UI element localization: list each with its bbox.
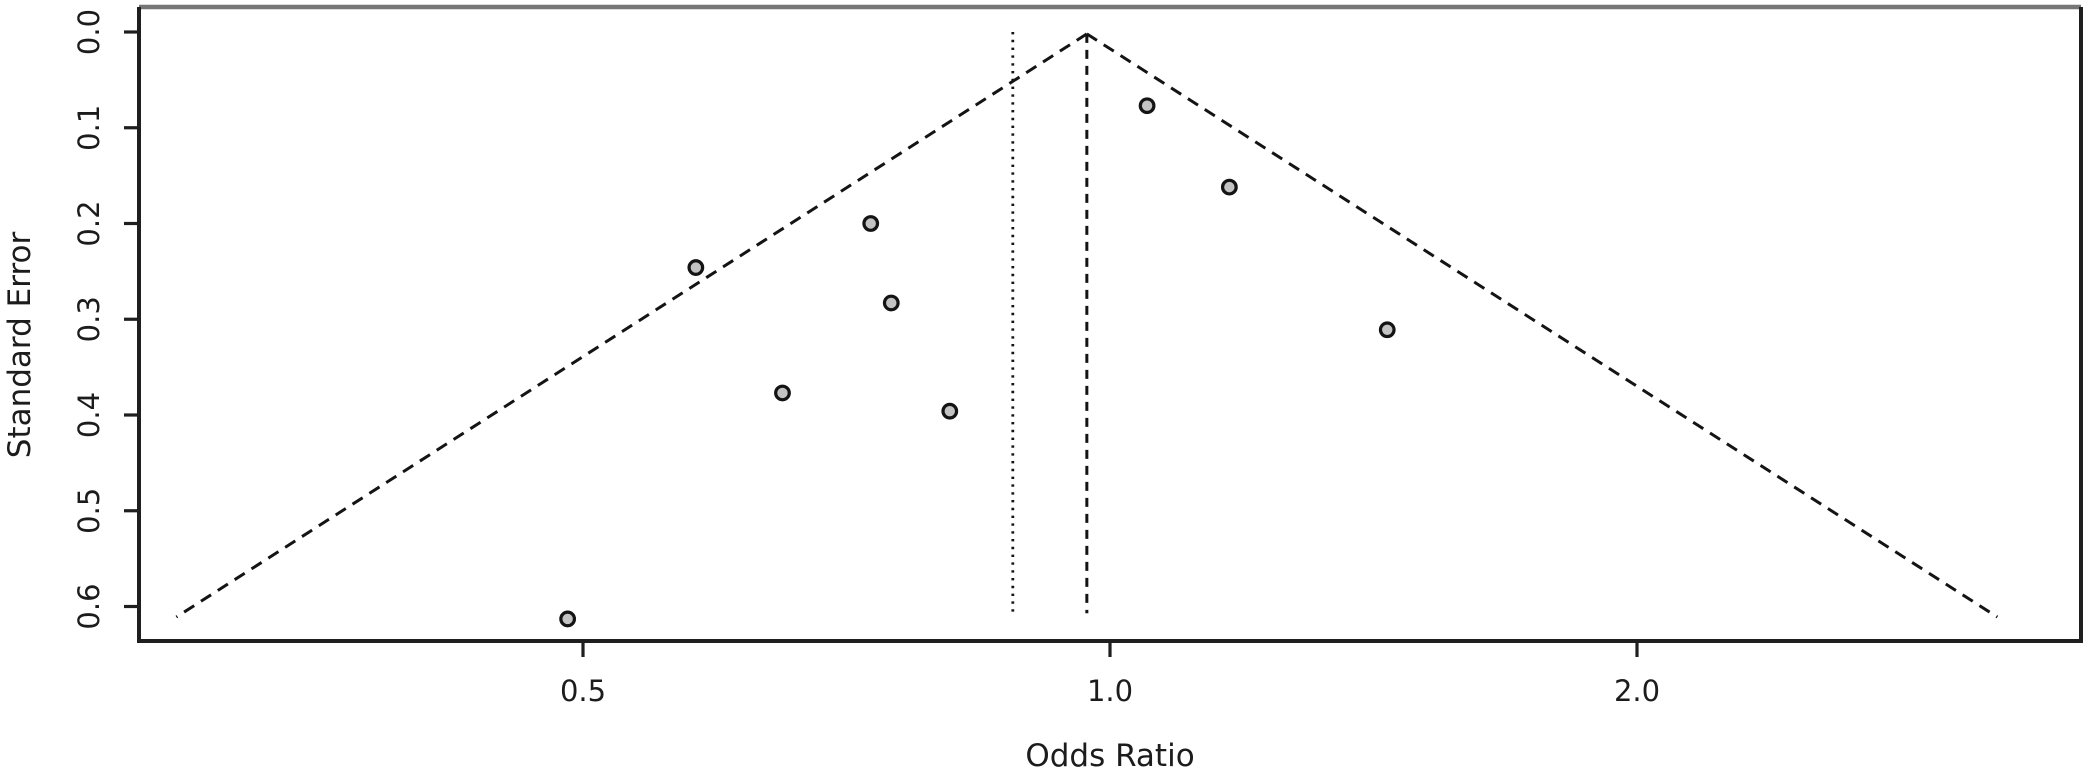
y-tick-label: 0.5: [72, 488, 106, 534]
x-tick-label: 0.5: [560, 674, 606, 708]
y-tick-label: 0.6: [72, 583, 106, 629]
study-point: [1378, 321, 1396, 339]
y-tick-label: 0.4: [72, 392, 106, 438]
study-point: [774, 384, 791, 402]
study-point: [941, 402, 959, 420]
study-point: [1138, 97, 1156, 115]
x-tick-label: 2.0: [1614, 674, 1660, 708]
x-axis-label: Odds Ratio: [1025, 738, 1194, 774]
study-point: [862, 215, 880, 232]
study-point: [882, 294, 900, 312]
study-point: [1220, 178, 1238, 196]
y-tick-label: 0.1: [72, 105, 106, 151]
y-axis-label: Standard Error: [2, 232, 38, 459]
x-tick-label: 1.0: [1087, 674, 1133, 708]
funnel-right-boundary-line: [1086, 32, 1999, 619]
study-point: [559, 610, 577, 628]
y-tick-label: 0.2: [72, 200, 106, 246]
y-tick-label: 0.0: [72, 9, 106, 55]
y-tick-label: 0.3: [72, 296, 106, 342]
study-point: [687, 259, 705, 276]
funnel-left-boundary-line: [175, 32, 1088, 619]
